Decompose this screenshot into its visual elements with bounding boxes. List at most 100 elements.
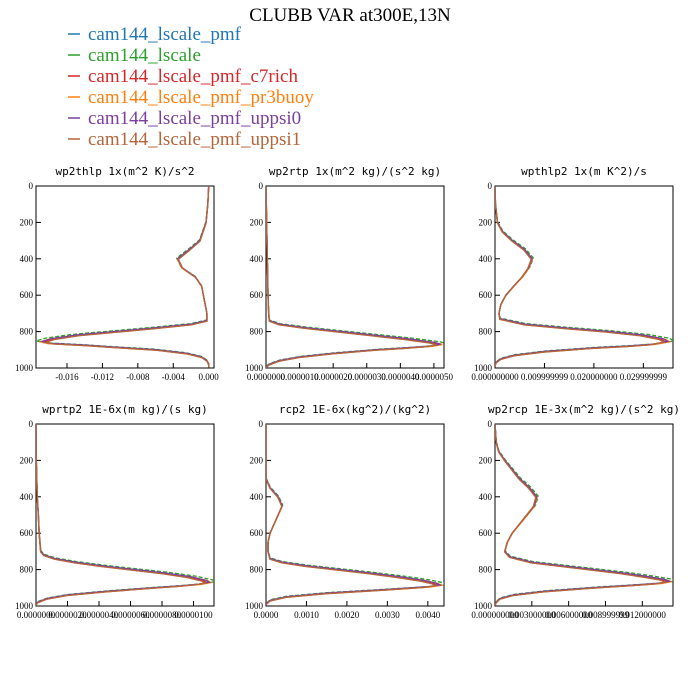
- x-tick-label: 0.008999999: [582, 610, 630, 620]
- x-tick-label: 0.0020: [335, 610, 360, 620]
- series-line: [495, 186, 668, 367]
- x-tick-label: -0.012: [91, 372, 114, 382]
- chart-panel: rcp2 1E-6x(kg^2)/(kg^2) 0 200 400 600 800 1000…: [245, 403, 445, 620]
- series-line: [495, 186, 672, 367]
- y-tick-label: 1000: [15, 601, 34, 611]
- x-tick-label: 0.000: [199, 372, 220, 382]
- series-line: [266, 424, 443, 605]
- legend-entry: cam144_lscale_pmf_uppsi0: [68, 108, 301, 129]
- panel-title: wp2rcp 1E-3x(m^2 kg)/(s^2 kg): [488, 403, 680, 416]
- y-tick-label: 800: [479, 327, 493, 337]
- x-tick-label: 0.0000000: [17, 610, 56, 620]
- x-tick-label: 0.0000020: [314, 372, 353, 382]
- series-line: [39, 186, 210, 367]
- series-line: [38, 186, 210, 368]
- plot-frame: [35, 185, 215, 369]
- series-line: [44, 186, 210, 368]
- panel-title: wpthlp2 1x(m K^2)/s: [521, 165, 647, 178]
- x-tick-label: 0.0000050: [415, 372, 454, 382]
- legend-entry: cam144_lscale_pmf: [68, 24, 242, 45]
- series-line: [42, 186, 210, 368]
- series-line: [266, 186, 437, 368]
- y-tick-label: 800: [250, 565, 264, 575]
- series-line: [36, 186, 210, 367]
- y-tick-label: 1000: [245, 363, 264, 373]
- legend: cam144_lscale_pmfcam144_lscalecam144_lsc…: [68, 24, 314, 150]
- chart-panel: wprtp2 1E-6x(m kg)/(s kg) 0 200 400 600 800 10…: [15, 403, 215, 620]
- x-tick-label: 0.0000040: [80, 610, 119, 620]
- x-tick-label: 0.0000020: [48, 610, 87, 620]
- y-tick-label: 1000: [245, 601, 264, 611]
- y-tick-label: 200: [479, 455, 493, 465]
- y-tick-label: 400: [479, 492, 493, 502]
- series-line: [266, 186, 444, 367]
- series-line: [495, 186, 666, 367]
- y-tick-label: 1000: [474, 601, 493, 611]
- x-tick-label: 0.0000030: [348, 372, 387, 382]
- y-tick-label: 600: [250, 528, 264, 538]
- series-line: [495, 424, 672, 606]
- x-tick-label: 0.0000: [254, 610, 279, 620]
- series-line: [495, 424, 673, 606]
- x-tick-label: -0.008: [126, 372, 150, 382]
- series-line: [36, 424, 209, 606]
- x-tick-label: 0.020000000: [570, 372, 618, 382]
- y-tick-label: 600: [20, 528, 34, 538]
- legend-label: cam144_lscale_pmf: [88, 24, 242, 45]
- plot-frame: [265, 423, 445, 607]
- chart-panel: wp2thlp 1x(m^2 K)/s^2 0 200 400 600 800 1000 -0…: [15, 165, 219, 382]
- series-line: [39, 186, 210, 368]
- x-tick-label: 0.012000000: [619, 610, 667, 620]
- y-tick-label: 0: [259, 181, 264, 191]
- x-tick-label: 0.0010: [294, 610, 319, 620]
- legend-label: cam144_lscale_pmf_pr3buoy: [88, 87, 314, 108]
- legend-label: cam144_lscale_pmf_uppsi0: [88, 108, 301, 129]
- y-tick-label: 0: [488, 419, 493, 429]
- y-tick-label: 800: [250, 327, 264, 337]
- y-tick-label: 200: [479, 217, 493, 227]
- y-tick-label: 600: [250, 290, 264, 300]
- y-tick-label: 600: [479, 290, 493, 300]
- series-line: [36, 424, 212, 606]
- chart-panel: wpthlp2 1x(m K^2)/s020040060080010000.00…: [471, 165, 674, 382]
- y-tick-label: 400: [20, 254, 34, 264]
- panel-title: wprtp2 1E-6x(m kg)/(s kg): [42, 403, 208, 416]
- x-tick-label: 0.029999999: [620, 372, 668, 382]
- series-line: [495, 424, 668, 606]
- legend-label: cam144_lscale_pmf_c7rich: [88, 66, 298, 87]
- series-line: [495, 186, 670, 367]
- x-tick-label: 0.0000080: [143, 610, 182, 620]
- y-tick-label: 200: [20, 455, 34, 465]
- y-tick-label: 600: [479, 528, 493, 538]
- series-line: [266, 424, 444, 604]
- series-line: [266, 424, 443, 605]
- panel-title: wp2rtp 1x(m^2 kg)/(s^2 kg): [269, 165, 441, 178]
- x-tick-label: -0.004: [162, 372, 186, 382]
- legend-entry: cam144_lscale_pmf_pr3buoy: [68, 87, 314, 108]
- y-tick-label: 800: [20, 565, 34, 575]
- y-tick-label: 1000: [15, 363, 34, 373]
- series-line: [495, 186, 673, 366]
- x-tick-label: 0.006000000: [545, 610, 593, 620]
- x-tick-label: 0.0000000: [247, 372, 286, 382]
- y-tick-label: 400: [250, 254, 264, 264]
- panel-title: wp2thlp 1x(m^2 K)/s^2: [55, 165, 194, 178]
- chart-panel: wp2rtp 1x(m^2 kg)/(s^2 kg) 0 200 400 600 800 1…: [245, 165, 454, 382]
- y-tick-label: 0: [29, 419, 34, 429]
- y-tick-label: 600: [20, 290, 34, 300]
- y-tick-label: 400: [20, 492, 34, 502]
- series-line: [36, 424, 207, 606]
- x-tick-label: 0.0000100: [174, 610, 213, 620]
- plot-frame: [35, 423, 215, 607]
- x-tick-label: 0.000000000: [471, 372, 519, 382]
- y-tick-label: 1000: [474, 363, 493, 373]
- figure-title: CLUBB VAR at300E,13N: [249, 5, 451, 26]
- legend-entry: cam144_lscale_pmf_c7rich: [68, 66, 298, 87]
- series-line: [36, 424, 212, 606]
- y-tick-label: 400: [250, 492, 264, 502]
- y-tick-label: 0: [29, 181, 34, 191]
- y-tick-label: 200: [250, 455, 264, 465]
- legend-entry: cam144_lscale_pmf_uppsi1: [68, 129, 301, 150]
- legend-entry: cam144_lscale: [68, 45, 201, 66]
